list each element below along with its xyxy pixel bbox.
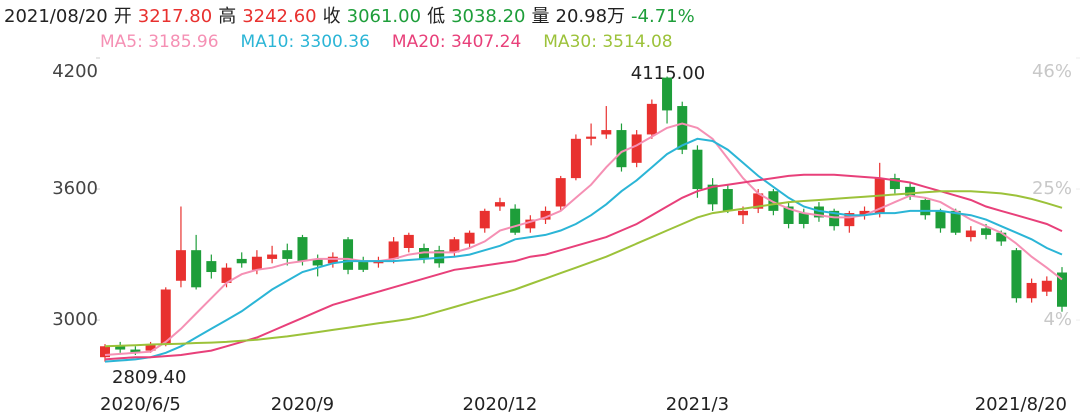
header-item: 3061.00	[346, 6, 422, 27]
candle-body	[996, 232, 1007, 242]
candle-body	[616, 130, 627, 168]
header-item: 2021/08/20	[4, 6, 108, 27]
candle-body	[950, 210, 961, 233]
header-item: 3038.20	[451, 6, 526, 27]
candle-body	[494, 202, 505, 207]
candle-body	[510, 208, 521, 233]
header-item: 收	[322, 6, 341, 27]
candle-body	[889, 178, 900, 190]
candle-body	[601, 130, 612, 135]
candle-body	[859, 210, 870, 216]
header-item: 3217.80	[137, 6, 213, 27]
candle-body	[115, 346, 126, 350]
candle-body	[738, 210, 748, 216]
header-item: -4.71%	[631, 6, 695, 27]
candle-body	[449, 239, 460, 253]
y-tick-label: 4200	[52, 61, 98, 82]
candle-body	[1041, 280, 1052, 292]
candle-body	[646, 103, 657, 135]
header-item: 3242.60	[242, 6, 317, 27]
candle-body	[1057, 272, 1067, 307]
candle-body	[555, 178, 566, 207]
candle-body	[419, 248, 429, 259]
legend-entry: MA20: 3407.24	[391, 32, 522, 52]
high-annotation: 4115.00	[631, 63, 705, 84]
legend-entry: MA30: 3514.08	[543, 32, 673, 52]
candle-body	[722, 189, 733, 211]
candle-body	[403, 234, 414, 248]
ma-line	[104, 190, 1063, 348]
candle-body	[677, 106, 688, 150]
candle-body	[388, 241, 399, 259]
candle-body	[783, 206, 794, 224]
x-tick-label: 2020/12	[463, 394, 538, 415]
header-item: 高	[218, 6, 237, 27]
candle-body	[464, 232, 475, 244]
header-item: 开	[113, 6, 132, 27]
candle-body	[905, 186, 916, 196]
header-item: 20.98万	[555, 6, 626, 27]
candle-body	[692, 149, 703, 190]
legend-entry: MA10: 3300.36	[240, 32, 370, 52]
candle-body	[965, 230, 976, 238]
candle-body	[267, 254, 278, 259]
x-tick-label: 2021/3	[666, 394, 729, 415]
candle-body	[130, 349, 141, 353]
x-tick-label: 2021/8/20	[975, 394, 1067, 415]
y2-tick-label: 25%	[1032, 178, 1072, 199]
candle-body	[327, 256, 338, 264]
candle-body	[343, 239, 354, 270]
candle-body	[540, 210, 551, 220]
candle-body	[251, 256, 262, 270]
candle-body	[570, 138, 581, 179]
ma-line	[104, 137, 1063, 363]
quote-header: 2021/08/20 开 3217.80 高 3242.60 收 3061.00 低 3038.…	[4, 2, 701, 28]
ma-line	[104, 173, 1063, 361]
candle-body	[206, 261, 217, 273]
candle-body	[662, 77, 673, 111]
candle-body	[434, 250, 445, 264]
candle-body	[1026, 282, 1037, 299]
y2-tick-label: 4%	[1043, 309, 1072, 330]
candle-body	[1011, 250, 1022, 299]
candle-body	[175, 250, 186, 281]
candle-body	[358, 261, 369, 270]
x-tick-label: 2020/9	[271, 394, 334, 415]
x-tick-label: 2020/6/5	[100, 394, 181, 415]
candle-body	[191, 250, 202, 288]
header-item: 低	[427, 6, 446, 27]
header-item: 量	[531, 6, 550, 27]
candle-body	[312, 258, 323, 266]
candle-body	[707, 184, 718, 205]
ma-line	[104, 122, 1063, 356]
candle-body	[236, 258, 247, 264]
candle-body	[297, 237, 308, 262]
candle-body	[631, 134, 642, 163]
candle-body	[935, 210, 946, 229]
candle-body	[145, 344, 156, 351]
candle-body	[753, 193, 764, 209]
candle-body	[479, 210, 490, 229]
candle-body	[221, 267, 232, 283]
candle-body	[844, 213, 855, 227]
candle-body	[373, 261, 384, 264]
candle-body	[829, 210, 840, 227]
candle-body	[813, 206, 824, 218]
y-tick-label: 3600	[52, 178, 98, 199]
candle-body	[525, 219, 536, 229]
candle-body	[981, 228, 992, 235]
candle-body	[586, 136, 597, 139]
y2-tick-label: 46%	[1032, 61, 1072, 82]
candle-body	[920, 199, 931, 216]
candle-body	[100, 346, 110, 358]
legend: MA5: 3185.96 MA10: 3300.36 MA20: 3407.24 MA…	[100, 32, 695, 52]
candle-body	[798, 213, 809, 224]
y-tick-label: 3000	[52, 309, 98, 330]
legend-entry: MA5: 3185.96	[100, 32, 219, 52]
candle-body	[282, 250, 293, 259]
candle-body	[160, 289, 171, 345]
low-annotation: 2809.40	[112, 367, 186, 388]
